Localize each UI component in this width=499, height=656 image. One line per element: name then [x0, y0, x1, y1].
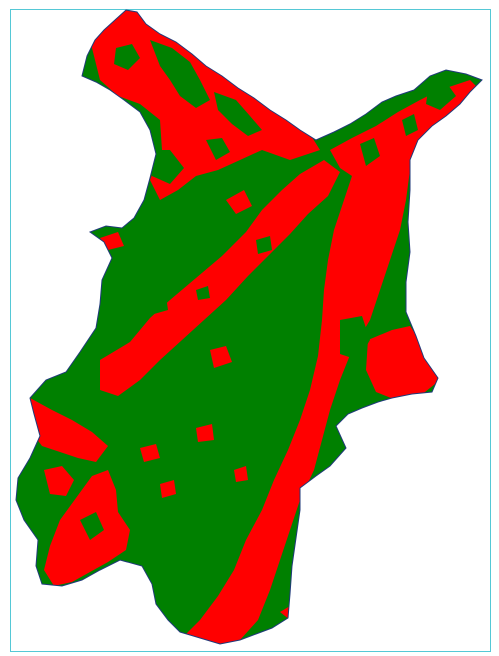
red-band-central: [100, 160, 340, 396]
green-patch-southwest: [80, 512, 104, 540]
red-speck-7: [140, 444, 160, 462]
red-speck-6: [210, 346, 232, 368]
red-speck-2: [234, 466, 248, 482]
green-patch-north-1: [114, 44, 140, 70]
green-patch-north-2: [150, 40, 210, 108]
green-patch-north-5: [206, 138, 230, 160]
green-patch-north-4: [150, 150, 184, 184]
land-cover-layer: [30, 10, 480, 644]
red-speck-4: [226, 190, 252, 214]
green-speck-band-2: [256, 236, 272, 254]
red-speck-1: [196, 424, 214, 442]
red-zone-west: [30, 398, 108, 462]
green-speck-band-1: [152, 296, 168, 314]
green-patch-east-1: [426, 82, 456, 110]
red-zone-west-2: [44, 466, 74, 496]
red-strip-east: [180, 80, 480, 644]
green-patch-east-3: [402, 114, 418, 136]
red-speck-3: [160, 480, 176, 498]
green-patch-north-3: [214, 92, 262, 136]
green-patch-east-coast: [340, 316, 370, 360]
green-patch-east-2: [360, 138, 380, 166]
green-speck-band-3: [196, 286, 210, 300]
